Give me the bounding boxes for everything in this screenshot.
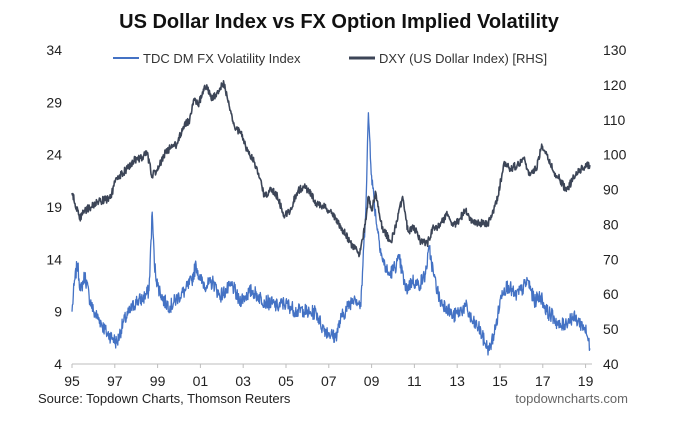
x-tick-label: 95	[64, 373, 80, 389]
y-right-tick-label: 50	[603, 321, 619, 337]
y-left-tick-label: 24	[46, 147, 62, 163]
y-right-tick-label: 70	[603, 251, 619, 267]
y-left-tick-label: 9	[54, 304, 62, 320]
x-tick-label: 13	[449, 373, 465, 389]
x-tick-label: 03	[235, 373, 251, 389]
x-tick-label: 19	[578, 373, 594, 389]
x-tick-label: 09	[364, 373, 380, 389]
y-right-tick-label: 130	[603, 42, 627, 58]
legend-label: TDC DM FX Volatility Index	[143, 51, 301, 66]
y-left-tick-label: 29	[46, 94, 62, 110]
y-right-tick-label: 100	[603, 147, 627, 163]
y-axis-left: 4 9 14 19 24 29 34	[46, 42, 62, 372]
plot-area	[71, 80, 591, 356]
y-left-tick-label: 34	[46, 42, 62, 58]
series-line-fx-volatility	[71, 112, 591, 356]
watermark: topdowncharts.com	[515, 391, 628, 406]
y-right-tick-label: 60	[603, 286, 619, 302]
chart-title: US Dollar Index vs FX Option Implied Vol…	[119, 11, 560, 33]
y-left-tick-label: 4	[54, 356, 62, 372]
y-right-tick-label: 90	[603, 182, 619, 198]
source-note: Source: Topdown Charts, Thomson Reuters	[38, 391, 291, 406]
y-right-tick-label: 120	[603, 77, 627, 93]
x-tick-label: 99	[150, 373, 166, 389]
legend-label: DXY (US Dollar Index) [RHS]	[379, 51, 547, 66]
y-right-tick-label: 40	[603, 356, 619, 372]
y-left-tick-label: 19	[46, 199, 62, 215]
x-tick-label: 15	[492, 373, 508, 389]
series-line-dxy	[71, 80, 591, 258]
x-tick-label: 11	[407, 373, 422, 389]
y-right-tick-label: 110	[603, 112, 626, 128]
y-axis-right: 40 50 60 70 80 90 100 110 120 130	[603, 42, 627, 372]
y-right-tick-label: 80	[603, 216, 619, 232]
x-tick-label: 01	[193, 373, 209, 389]
legend: TDC DM FX Volatility Index DXY (US Dollar…	[113, 51, 547, 66]
x-tick-label: 17	[535, 373, 551, 389]
x-tick-label: 97	[107, 373, 123, 389]
x-axis: 95 97 99 01 03 05 07 09 11 13 15 17 19	[64, 364, 594, 389]
y-left-tick-label: 14	[46, 251, 62, 267]
x-tick-label: 05	[278, 373, 294, 389]
x-tick-label: 07	[321, 373, 337, 389]
